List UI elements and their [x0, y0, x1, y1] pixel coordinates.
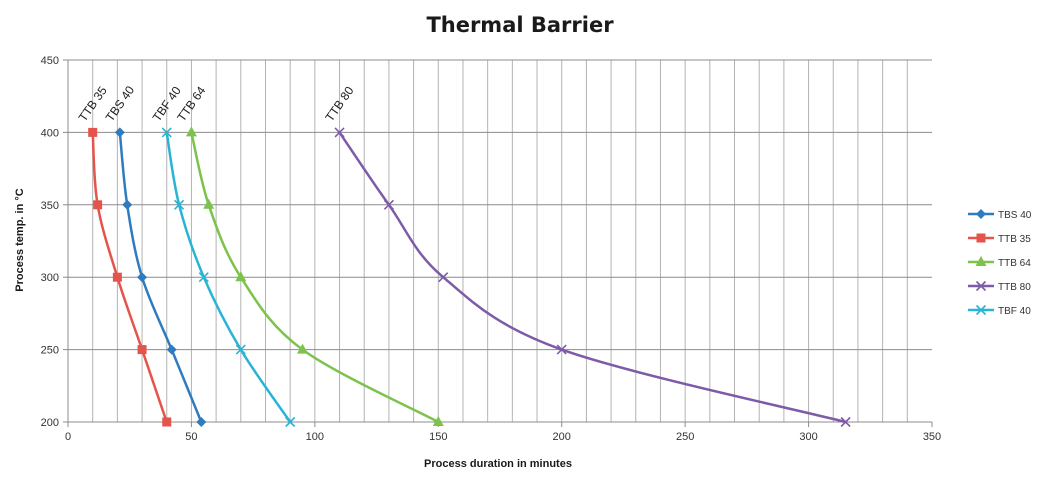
x-tick-label: 200 [553, 431, 571, 443]
data-point-tbf-40 [198, 272, 209, 283]
data-point-ttb-64 [432, 416, 444, 426]
legend-label-tbf-40: TBF 40 [998, 306, 1031, 317]
series-line-ttb-80 [338, 131, 847, 424]
data-point-ttb-64 [185, 126, 197, 137]
data-point-ttb-80 [556, 344, 567, 355]
legend-marker-ttb-64 [975, 256, 987, 266]
data-point-tbs-40 [166, 344, 177, 355]
data-point-tbf-40 [235, 344, 246, 355]
data-point-ttb-64 [235, 271, 247, 282]
data-point-ttb-35 [112, 272, 122, 282]
data-point-tbf-40 [161, 127, 172, 138]
x-tick-label: 350 [923, 431, 941, 443]
data-point-tbs-40 [122, 199, 133, 210]
y-tick-label: 300 [41, 272, 59, 284]
x-tick-label: 300 [799, 431, 817, 443]
data-point-ttb-64 [297, 343, 309, 354]
data-point-tbs-40 [196, 417, 207, 427]
y-tick-label: 350 [41, 200, 59, 212]
series-line-ttb-64 [190, 131, 440, 424]
tick-labels: 0 50 100 150 200 250 300 350 200 250 300 350 400 450 [41, 55, 942, 443]
y-tick-label: 400 [41, 127, 59, 139]
data-point-tbf-40 [285, 416, 296, 428]
data-point-ttb-80 [438, 272, 449, 283]
y-tick-label: 250 [41, 345, 59, 357]
series-lines [91, 131, 847, 424]
legend-label-ttb-80: TTB 80 [998, 282, 1031, 293]
y-tick-label: 200 [41, 417, 59, 429]
legend-marker-tbs-40 [976, 209, 986, 219]
x-axis-title: Process duration in minutes [424, 458, 572, 470]
y-axis-title: Process temp. in °C [14, 188, 26, 291]
legend-marker-ttb-80 [975, 280, 987, 292]
gridlines [68, 59, 932, 422]
x-tick-label: 100 [306, 431, 324, 443]
y-tick-label: 450 [41, 55, 59, 67]
data-point-tbs-40 [114, 127, 125, 138]
legend-label-ttb-64: TTB 64 [998, 258, 1031, 269]
data-point-ttb-80 [334, 127, 345, 138]
legend-marker-tbf-40 [975, 304, 987, 316]
legend-marker-ttb-35 [976, 233, 986, 243]
data-point-ttb-35 [88, 127, 98, 137]
x-tick-label: 250 [676, 431, 694, 443]
data-point-ttb-64 [203, 198, 215, 209]
legend: TBS 40 TTB 35 TTB 64 TTB 80 TBF 40 [968, 209, 1032, 317]
data-point-tbs-40 [137, 272, 148, 283]
legend-label-tbs-40: TBS 40 [998, 210, 1032, 221]
plot-background [68, 60, 932, 422]
x-tick-label: 150 [429, 431, 447, 443]
x-tick-label: 50 [185, 431, 197, 443]
axes [63, 59, 933, 427]
chart-title: Thermal Barrier [426, 13, 614, 37]
data-point-ttb-80 [840, 416, 851, 428]
plot-area [68, 60, 932, 422]
data-point-ttb-35 [162, 417, 172, 427]
data-point-ttb-35 [93, 200, 103, 210]
data-point-tbf-40 [174, 199, 185, 210]
legend-label-ttb-35: TTB 35 [998, 234, 1031, 245]
data-point-ttb-35 [137, 345, 147, 355]
x-tick-label: 0 [65, 431, 71, 443]
data-point-ttb-80 [383, 199, 394, 210]
data-markers [88, 126, 851, 428]
